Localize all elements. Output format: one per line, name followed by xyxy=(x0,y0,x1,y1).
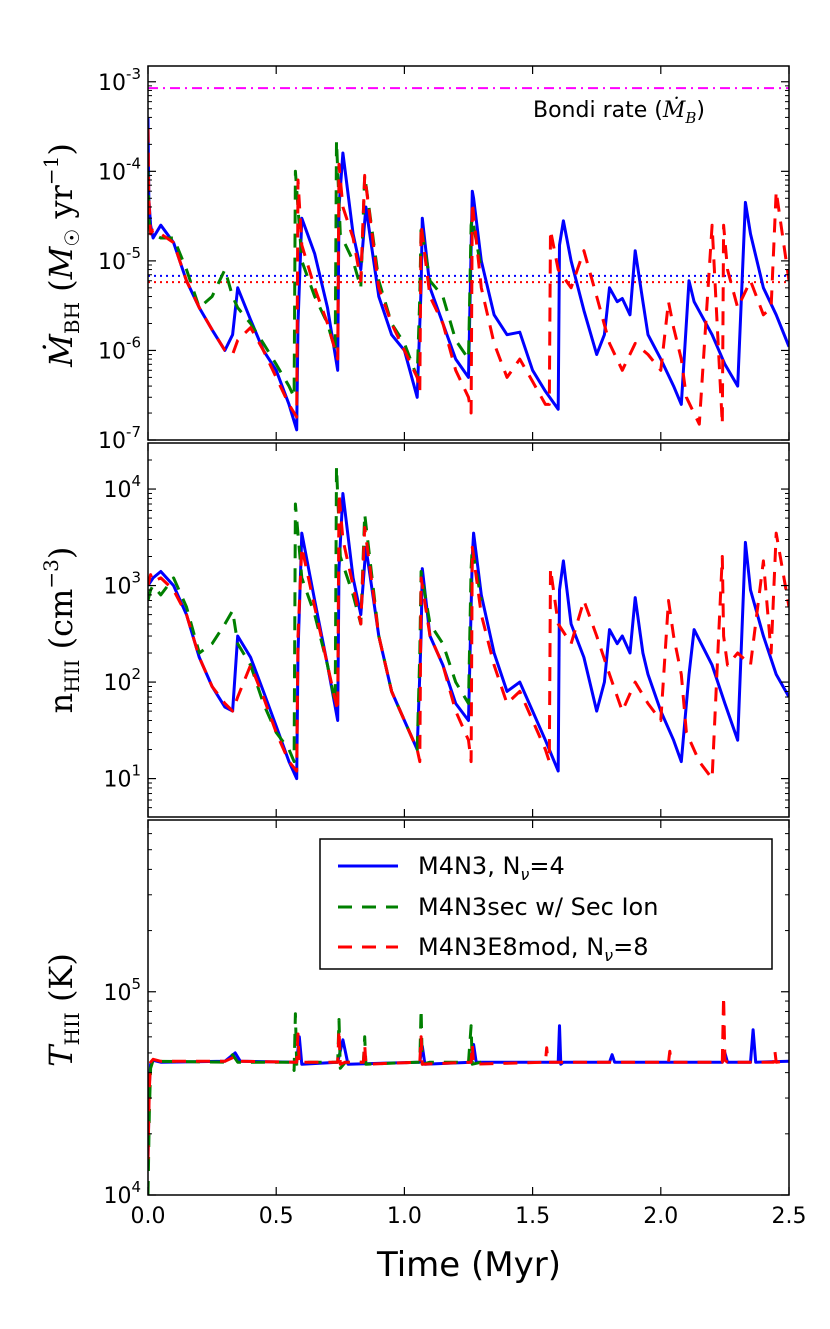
series-line-2 xyxy=(148,128,789,426)
legend: M4N3, Nν=4 M4N3sec w/ Sec Ion M4N3E8mod,… xyxy=(319,838,773,970)
y-tick-label: 101 xyxy=(103,762,141,793)
x-tick-label: 2.5 xyxy=(772,1204,807,1229)
legend-label-m4n3e8mod: M4N3E8mod, Nν=8 xyxy=(418,933,648,965)
y-tick-label: 10-6 xyxy=(98,333,141,364)
y-tick-label: 103 xyxy=(103,569,141,600)
y-axis-label-density: nHII (cm−3) xyxy=(39,547,84,714)
series-line-2 xyxy=(148,492,789,781)
panel-temperature: 104 105 0.0 0.5 1.0 1.5 2.0 2.5 xyxy=(103,819,807,1229)
y-tick-label: 104 xyxy=(103,472,141,503)
series-line-1 xyxy=(148,465,483,764)
y-tick-label: 104 xyxy=(103,1178,141,1209)
series-line-0 xyxy=(148,117,789,432)
legend-label-m4n3: M4N3, Nν=4 xyxy=(418,852,565,884)
x-tick-label: 1.0 xyxy=(387,1204,422,1229)
series-group xyxy=(148,117,789,432)
plot-frame xyxy=(147,442,790,818)
x-tick-label: 0.5 xyxy=(259,1204,294,1229)
y-tick-label: 10-3 xyxy=(98,65,141,96)
y-axis-label-accretion: ṀBH (M☉ yr−1) xyxy=(39,143,84,368)
series-line-1 xyxy=(148,139,483,399)
y-axis-label-temperature: THII (K) xyxy=(42,953,84,1067)
panel-density: 101 102 103 104 xyxy=(103,442,790,818)
y-tick-label: 105 xyxy=(103,975,141,1006)
bondi-annotation: Bondi rate (ṀB) xyxy=(533,96,705,127)
series-group xyxy=(148,465,789,781)
y-tick-label: 102 xyxy=(103,665,141,696)
series-line-0 xyxy=(148,1024,789,1160)
y-tick-label: 10-4 xyxy=(98,154,141,185)
x-tick-label: 2.0 xyxy=(643,1204,678,1229)
x-tick-label: 0.0 xyxy=(131,1204,166,1229)
x-tick-label: 1.5 xyxy=(515,1204,550,1229)
plot-frame xyxy=(147,65,790,441)
series-line-1 xyxy=(148,1007,482,1195)
y-tick-label: 10-7 xyxy=(98,423,141,454)
plot-frame xyxy=(147,819,790,1196)
series-group xyxy=(148,994,789,1195)
x-axis-label: Time (Myr) xyxy=(376,1245,561,1285)
series-line-2 xyxy=(148,994,789,1160)
panel-accretion-rate: 10-7 10-6 10-5 10-4 10-3 xyxy=(98,65,790,454)
legend-label-m4n3sec: M4N3sec w/ Sec Ion xyxy=(418,893,658,921)
y-tick-label: 10-5 xyxy=(98,244,141,275)
